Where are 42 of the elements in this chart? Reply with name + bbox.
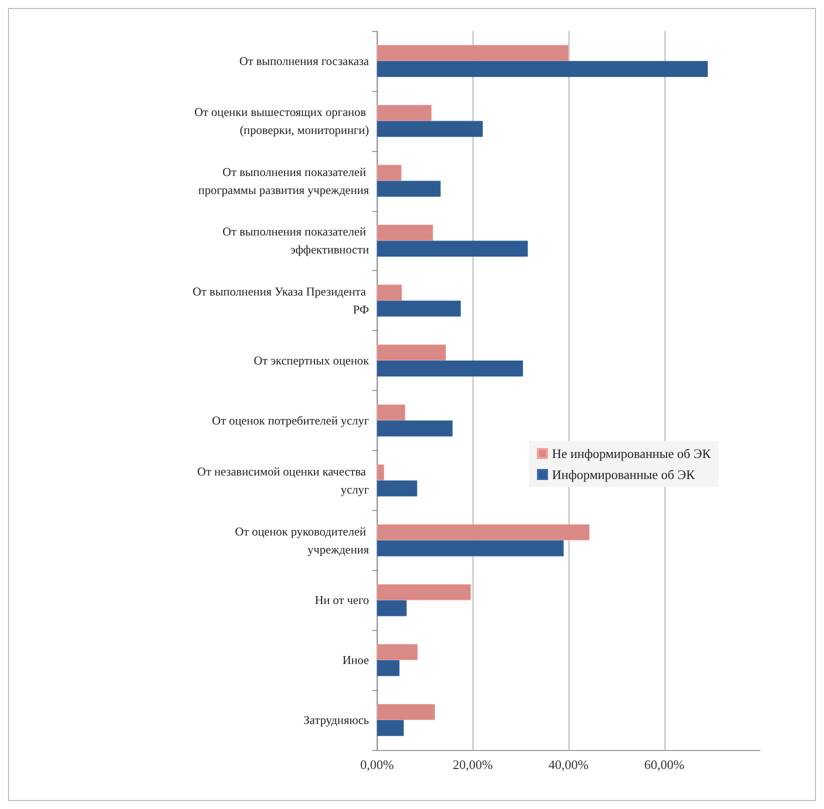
- y-tick-label: От экспертных оценок: [254, 354, 370, 368]
- legend-label: Не информированные об ЭК: [552, 446, 712, 461]
- bar: [377, 104, 432, 121]
- bar: [377, 224, 434, 241]
- bar: [377, 360, 524, 377]
- x-tick-label: 20,00%: [452, 757, 493, 772]
- bar: [377, 60, 708, 77]
- bar: [377, 420, 453, 436]
- y-tick-label: Затрудняюсь: [304, 713, 370, 728]
- y-tick-label: От оценок руководителей учреждения: [234, 524, 370, 556]
- y-tick-label: От выполнения госзаказа: [239, 54, 370, 68]
- bar: [377, 180, 441, 197]
- y-tick-label: От независимой оценки качества услуг: [197, 464, 370, 496]
- bar: [377, 300, 461, 317]
- bar: [377, 704, 435, 720]
- bar: [377, 120, 483, 137]
- bar: [377, 404, 406, 420]
- bar: [377, 464, 384, 480]
- bar: [377, 164, 402, 181]
- bar: [377, 240, 528, 257]
- bar: [377, 524, 590, 540]
- bar: [377, 344, 446, 361]
- y-tick-label: Иное: [342, 653, 369, 668]
- bar: [377, 660, 400, 676]
- x-tick-label: 40,00%: [548, 757, 589, 772]
- bar: [377, 584, 471, 600]
- x-tick-label: 0,00%: [360, 757, 394, 772]
- y-tick-label: От выполнения показателей эффективности: [222, 224, 370, 257]
- legend-label: Информированные об ЭК: [552, 467, 696, 482]
- bar: [377, 720, 404, 736]
- bar: [377, 44, 568, 61]
- bar: [377, 644, 418, 660]
- y-tick-label: От выполнения показателей программы развития учреждения: [198, 164, 370, 197]
- y-tick-label: Ни от чего: [314, 593, 369, 608]
- x-tick-label: 60,00%: [644, 757, 684, 772]
- y-tick-label: От выполнения Указа Президента РФ: [192, 284, 369, 317]
- bar: [377, 480, 418, 496]
- y-tick-label: От оценки вышестоящих органов (проверки, мониторинги): [194, 104, 369, 137]
- bar: [377, 540, 564, 556]
- bar: [377, 284, 402, 301]
- bar: [377, 600, 407, 616]
- y-tick-label: От оценок потребителей услуг: [212, 413, 370, 428]
